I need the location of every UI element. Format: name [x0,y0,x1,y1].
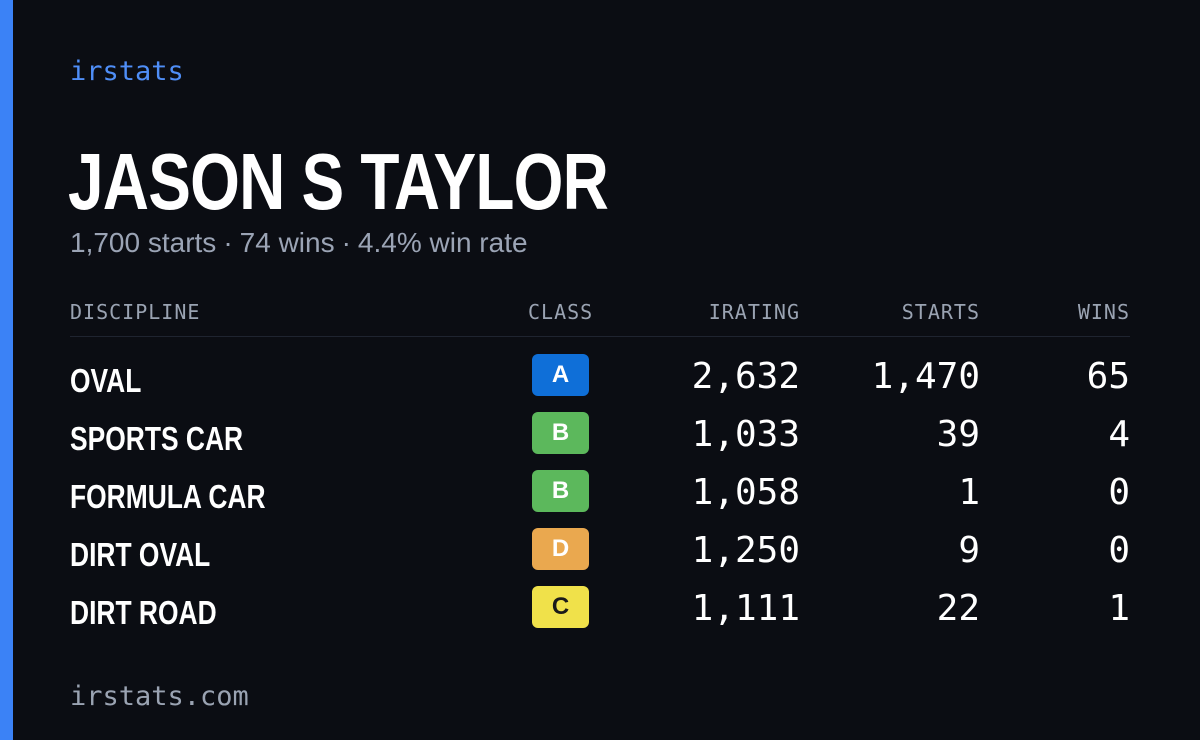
irating-value: 1,250 [691,530,800,571]
header-class: CLASS [528,300,594,324]
starts-value: 1,470 [871,356,980,397]
table-row: OVAL A 2,632 1,470 65 [0,354,1200,412]
discipline-name: OVAL [70,362,142,399]
starts-value: 9 [958,530,980,571]
brand-logo: irstats [70,56,184,87]
class-badge: A [532,354,589,396]
total-starts: 1,700 starts [70,227,217,258]
class-badge: D [532,528,589,570]
irating-value: 2,632 [691,356,800,397]
accent-bar [0,0,13,740]
wins-value: 0 [1108,472,1130,513]
table-row: DIRT OVAL D 1,250 9 0 [0,528,1200,586]
table-row: SPORTS CAR B 1,033 39 4 [0,412,1200,470]
discipline-name: SPORTS CAR [70,420,244,457]
header-irating: IRATING [708,300,800,324]
wins-value: 4 [1108,414,1130,455]
irating-value: 1,033 [691,414,800,455]
header-discipline: DISCIPLINE [70,300,201,324]
class-badge: C [532,586,589,628]
wins-value: 0 [1108,530,1130,571]
starts-value: 22 [936,588,980,629]
table-row: FORMULA CAR B 1,058 1 0 [0,470,1200,528]
win-rate: 4.4% win rate [357,227,528,258]
irating-value: 1,058 [691,472,800,513]
discipline-name: FORMULA CAR [70,478,266,515]
starts-value: 1 [958,472,980,513]
driver-name: JASON S TAYLOR [68,137,609,226]
header-wins: WINS [1077,300,1130,324]
total-wins: 74 wins [239,227,335,258]
wins-value: 1 [1108,588,1130,629]
driver-summary: 1,700 starts · 74 wins · 4.4% win rate [70,227,528,259]
table-row: DIRT ROAD C 1,111 22 1 [0,586,1200,644]
discipline-name: DIRT ROAD [70,594,217,631]
header-starts: STARTS [901,300,980,324]
wins-value: 65 [1086,356,1130,397]
footer-url[interactable]: irstats.com [70,681,249,712]
class-badge: B [532,412,589,454]
separator: · [341,227,351,258]
starts-value: 39 [936,414,980,455]
class-badge: B [532,470,589,512]
separator: · [223,227,233,258]
discipline-name: DIRT OVAL [70,536,211,573]
header-divider [70,336,1130,337]
irating-value: 1,111 [691,588,800,629]
